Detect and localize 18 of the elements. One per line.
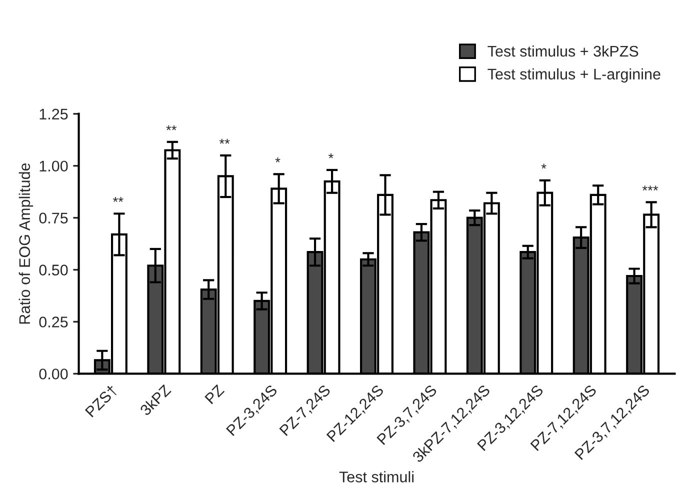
- annotation: **: [219, 138, 230, 144]
- annotation: **: [112, 197, 124, 202]
- y-axis-title: Ratio of EOG Amplitude: [18, 163, 34, 324]
- y-tick-label: 0.50: [39, 264, 68, 276]
- annotation: *: [275, 158, 280, 162]
- legend-label: Test stimulus + L-arginine: [488, 68, 660, 83]
- annotation: **: [166, 125, 177, 130]
- legend-label: Test stimulus + 3kPZS: [488, 45, 638, 57]
- y-tick-label: 1.00: [40, 160, 68, 172]
- annotation: *: [328, 153, 334, 158]
- y-tick-label: 0.75: [39, 212, 68, 224]
- y-tick-label: 1.25: [40, 108, 68, 120]
- annotation: *: [541, 164, 546, 169]
- x-axis-title: Test stimuli: [339, 471, 414, 482]
- x-tick-label: PZ: [204, 384, 225, 404]
- y-tick-label: 0.00: [39, 368, 68, 380]
- annotation: ***: [642, 186, 658, 190]
- y-tick-label: 0.25: [39, 316, 68, 328]
